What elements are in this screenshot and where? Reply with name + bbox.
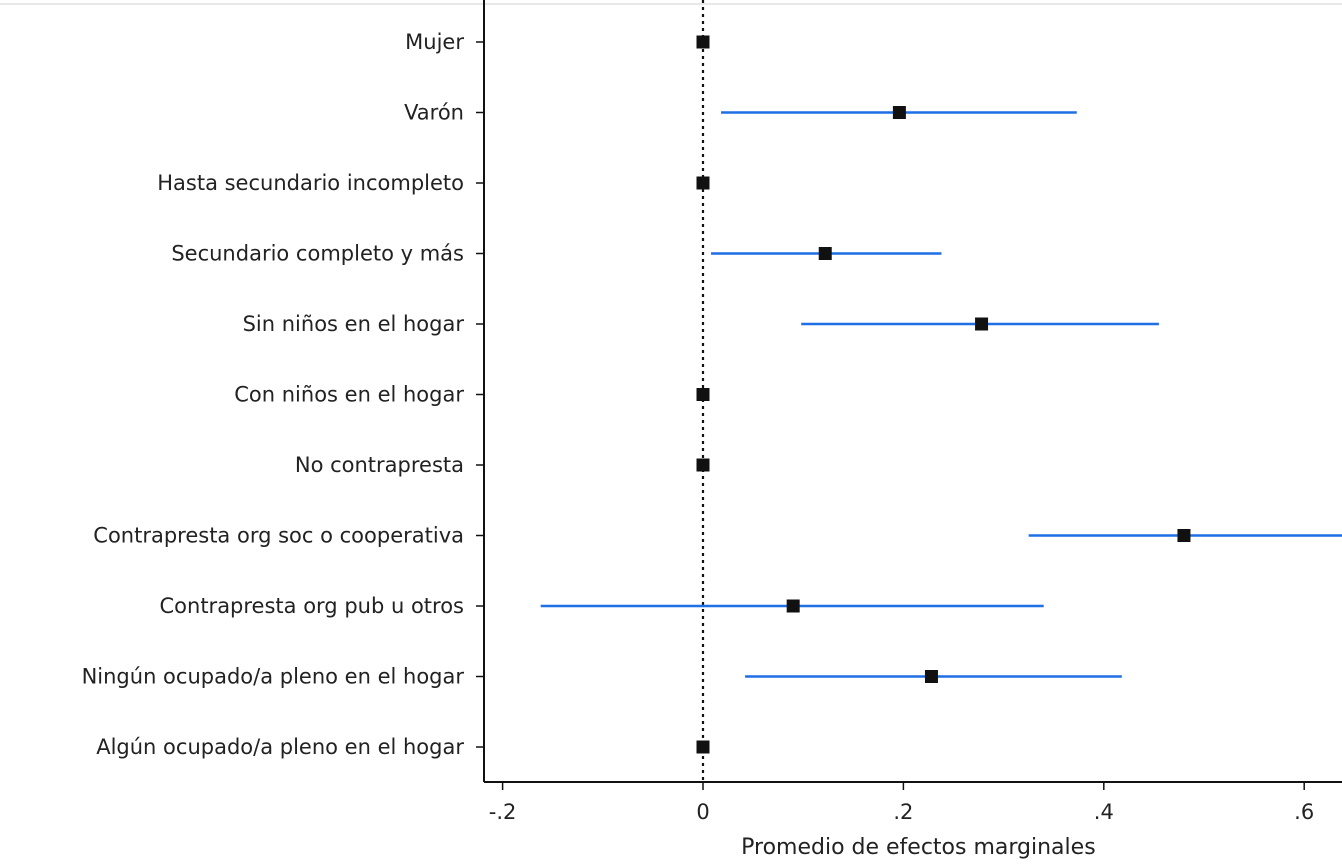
x-tick-label: .4 — [1094, 800, 1114, 824]
point-estimate — [892, 106, 906, 119]
point-estimate — [696, 458, 710, 472]
x-tick-label: -.2 — [489, 800, 517, 824]
x-axis-title: Promedio de efectos marginales — [741, 835, 1096, 860]
point-estimate — [818, 247, 832, 260]
category-label: Varón — [404, 101, 464, 125]
point-estimate — [1177, 529, 1191, 542]
point-estimate — [696, 176, 710, 190]
category-label: Contrapresta org soc o cooperativa — [93, 524, 464, 548]
point-estimate — [786, 599, 800, 613]
category-label: Contrapresta org pub u otros — [160, 594, 465, 618]
category-label: Sin niños en el hogar — [243, 312, 465, 336]
point-estimate — [696, 35, 710, 49]
point-estimate — [975, 317, 989, 331]
x-axis: -.2 0 .2 .4 .6 — [484, 781, 1342, 824]
x-tick-label: .2 — [893, 800, 913, 824]
category-label: Mujer — [405, 30, 464, 54]
x-tick-label: .6 — [1294, 800, 1314, 824]
point-estimate — [696, 740, 710, 754]
category-label: Secundario completo y más — [171, 242, 464, 266]
category-label: Con niños en el hogar — [234, 383, 464, 407]
plot-area — [0, 0, 1342, 782]
category-label: Ningún ocupado/a pleno en el hogar — [82, 665, 465, 689]
point-estimate — [924, 670, 938, 683]
x-tick-label: 0 — [696, 800, 709, 824]
category-label: Algún ocupado/a pleno en el hogar — [96, 735, 464, 759]
point-estimate — [696, 388, 710, 401]
category-label: Hasta secundario incompleto — [157, 171, 464, 195]
y-axis: Mujer Varón Hasta secundario incompleto Sec… — [82, 0, 485, 782]
category-label: No contrapresta — [295, 453, 464, 477]
